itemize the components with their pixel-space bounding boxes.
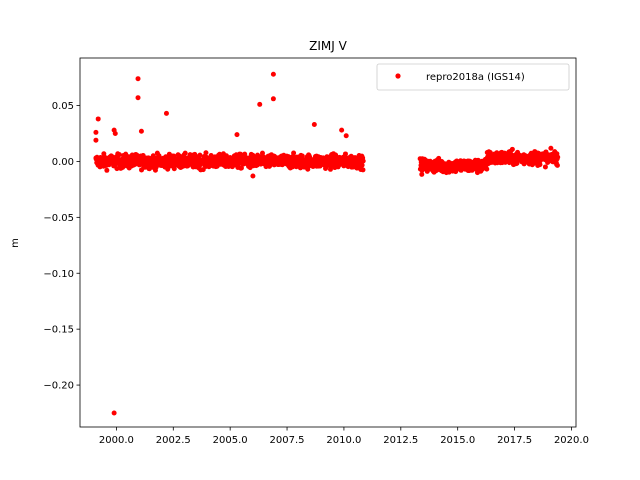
data-point-outlier	[112, 130, 118, 136]
data-point-outlier	[234, 132, 240, 138]
data-point	[554, 162, 560, 168]
y-tick-label: 0.00	[52, 157, 74, 168]
data-point	[242, 151, 248, 157]
data-point-outlier	[135, 95, 141, 101]
data-point-outlier	[257, 101, 263, 107]
data-points	[93, 71, 561, 416]
data-point-outlier	[250, 173, 256, 179]
legend-label: repro2018a (IGS14)	[426, 72, 525, 83]
x-tick-label: 2005.0	[213, 435, 248, 446]
y-tick-label: −0.20	[43, 381, 74, 392]
data-point	[484, 166, 490, 172]
x-tick-label: 2017.5	[497, 435, 532, 446]
data-point	[537, 162, 543, 168]
plot-frame	[79, 57, 577, 428]
x-tick-label: 2007.5	[270, 435, 305, 446]
data-point-outlier	[270, 71, 276, 77]
data-point	[182, 150, 188, 156]
y-tick-label: −0.10	[43, 269, 74, 280]
y-tick-label: −0.15	[43, 325, 74, 336]
data-point-outlier	[311, 122, 317, 128]
data-point	[197, 152, 203, 158]
x-axis: 2000.0 2002.5 2005.0 2007.5 2010.0 2012.5 2015…	[99, 427, 589, 446]
data-point-outlier	[95, 116, 101, 122]
legend-box	[376, 63, 570, 91]
data-point	[436, 155, 442, 161]
data-point	[203, 150, 209, 156]
y-tick-label: −0.05	[43, 213, 74, 224]
x-tick-label: 2015.0	[440, 435, 475, 446]
data-point	[360, 158, 366, 164]
data-point-outlier	[135, 76, 141, 82]
y-axis-label: m	[10, 238, 21, 248]
data-point	[104, 167, 110, 173]
data-point	[291, 150, 297, 156]
x-tick-label: 2002.5	[156, 435, 191, 446]
data-point	[542, 164, 548, 170]
legend: repro2018a (IGS14)	[376, 63, 570, 91]
data-point-outlier	[93, 137, 99, 143]
data-point	[359, 162, 365, 168]
data-point	[419, 171, 425, 177]
data-point-outlier	[93, 129, 99, 135]
data-point-outlier	[339, 127, 345, 133]
data-point	[171, 166, 177, 172]
data-point	[555, 154, 561, 160]
data-point	[342, 151, 348, 157]
data-point	[116, 152, 122, 158]
chart-title: ZIMJ V	[309, 39, 347, 53]
y-axis: 0.05 0.00 −0.05 −0.10 −0.15 −0.20	[43, 101, 80, 392]
data-point	[509, 146, 515, 152]
y-tick-label: 0.05	[52, 101, 74, 112]
data-point	[238, 165, 244, 171]
data-point-outlier	[138, 128, 144, 134]
x-tick-label: 2010.0	[326, 435, 361, 446]
x-tick-label: 2020.0	[554, 435, 589, 446]
data-point-outlier	[270, 96, 276, 102]
x-tick-label: 2000.0	[99, 435, 134, 446]
data-point-outlier	[163, 110, 169, 116]
x-tick-label: 2012.5	[383, 435, 418, 446]
data-point-outlier	[111, 410, 117, 416]
data-point	[360, 167, 366, 173]
legend-marker	[395, 73, 401, 79]
data-point	[290, 164, 296, 170]
data-point-outlier	[343, 133, 349, 139]
data-point	[548, 145, 554, 151]
